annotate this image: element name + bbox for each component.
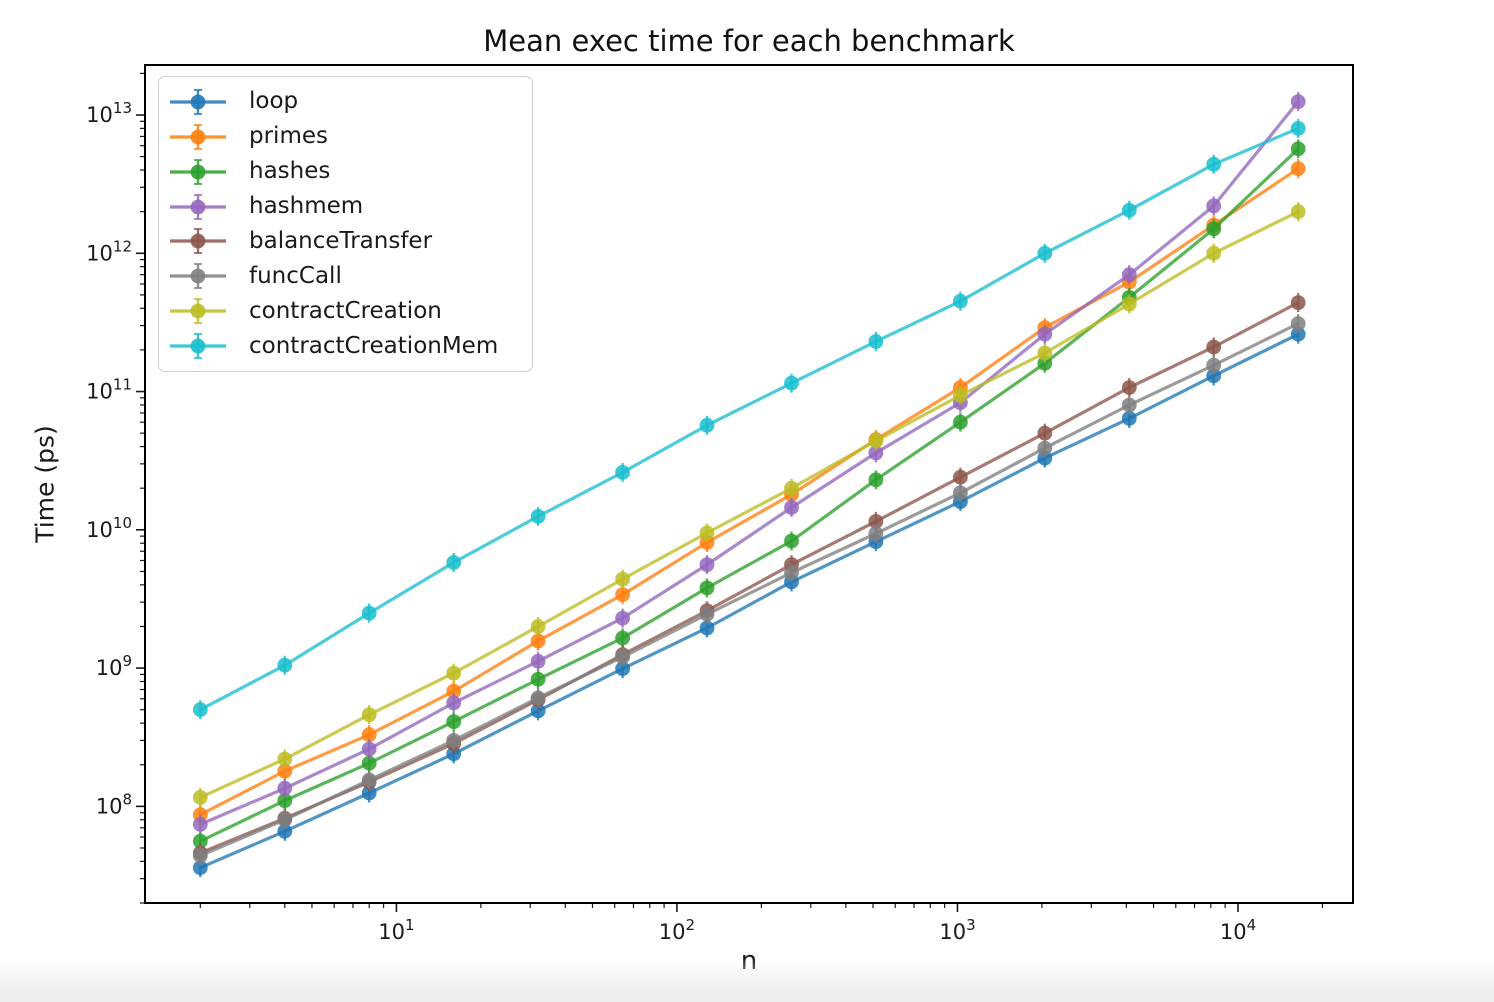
y-tick-label: 1013 xyxy=(86,99,132,127)
series-funcCall-line xyxy=(199,322,1299,858)
series-contractCreationMem-markers xyxy=(192,120,1306,718)
legend-label: contractCreationMem xyxy=(249,332,499,359)
legend-label: hashes xyxy=(249,158,331,185)
legend-marker-icon xyxy=(170,193,226,220)
x-tick-label: 101 xyxy=(378,916,414,944)
series-hashes-line xyxy=(199,147,1300,843)
legend-item-primes: primes xyxy=(169,121,522,153)
series-funcCall-markers xyxy=(192,316,1306,864)
legend-label: primes xyxy=(249,123,328,150)
legend-item-contractCreationMem: contractCreationMem xyxy=(169,330,522,362)
legend-marker-icon xyxy=(170,123,226,150)
legend-marker-icon xyxy=(170,228,226,255)
chart-title: Mean exec time for each benchmark xyxy=(483,24,1015,58)
legend-marker-icon xyxy=(170,88,226,115)
series-hashmem-markers xyxy=(192,94,1306,832)
legend-item-hashes: hashes xyxy=(169,156,522,188)
legend-item-loop: loop xyxy=(169,86,522,118)
series-contractCreationMem-line xyxy=(199,126,1299,712)
legend-label: hashmem xyxy=(249,193,364,219)
bottom-strip xyxy=(0,958,1494,1002)
series-hashmem-line xyxy=(199,100,1300,826)
legend-item-contractCreation: contractCreation xyxy=(169,295,522,327)
legend-label: contractCreation xyxy=(249,297,442,324)
legend-item-hashmem: hashmem xyxy=(169,191,522,223)
series-contractCreation-markers xyxy=(192,204,1306,805)
series-loop-markers xyxy=(192,326,1306,876)
legend: loop primes hashes hashmem balanceTransfer fu… xyxy=(158,76,533,372)
series-loop-line xyxy=(199,332,1299,870)
legend-label: loop xyxy=(249,88,299,115)
x-tick-label: 102 xyxy=(659,916,695,944)
legend-marker-icon xyxy=(170,333,226,359)
legend-marker-icon xyxy=(170,263,226,290)
legend-item-balanceTransfer: balanceTransfer xyxy=(169,225,522,257)
y-tick-label: 1011 xyxy=(86,376,132,404)
series-balanceTransfer-markers xyxy=(192,295,1306,861)
y-tick-label: 1012 xyxy=(86,237,132,265)
y-tick-label: 109 xyxy=(96,652,132,680)
x-tick-label: 104 xyxy=(1220,916,1256,944)
y-axis-label: Time (ps) xyxy=(30,425,60,543)
series-primes-line xyxy=(199,167,1300,817)
legend-label: balanceTransfer xyxy=(249,227,433,254)
series-contractCreation-line xyxy=(199,210,1299,799)
legend-marker-icon xyxy=(170,298,226,325)
series-balanceTransfer-line xyxy=(199,301,1299,855)
y-tick-label: 1010 xyxy=(86,514,132,542)
legend-marker-icon xyxy=(170,158,226,185)
x-tick-label: 103 xyxy=(939,916,975,944)
legend-label: funcCall xyxy=(249,262,342,289)
y-tick-label: 108 xyxy=(96,790,132,818)
plot-box xyxy=(144,64,1354,904)
legend-item-funcCall: funcCall xyxy=(169,260,522,292)
